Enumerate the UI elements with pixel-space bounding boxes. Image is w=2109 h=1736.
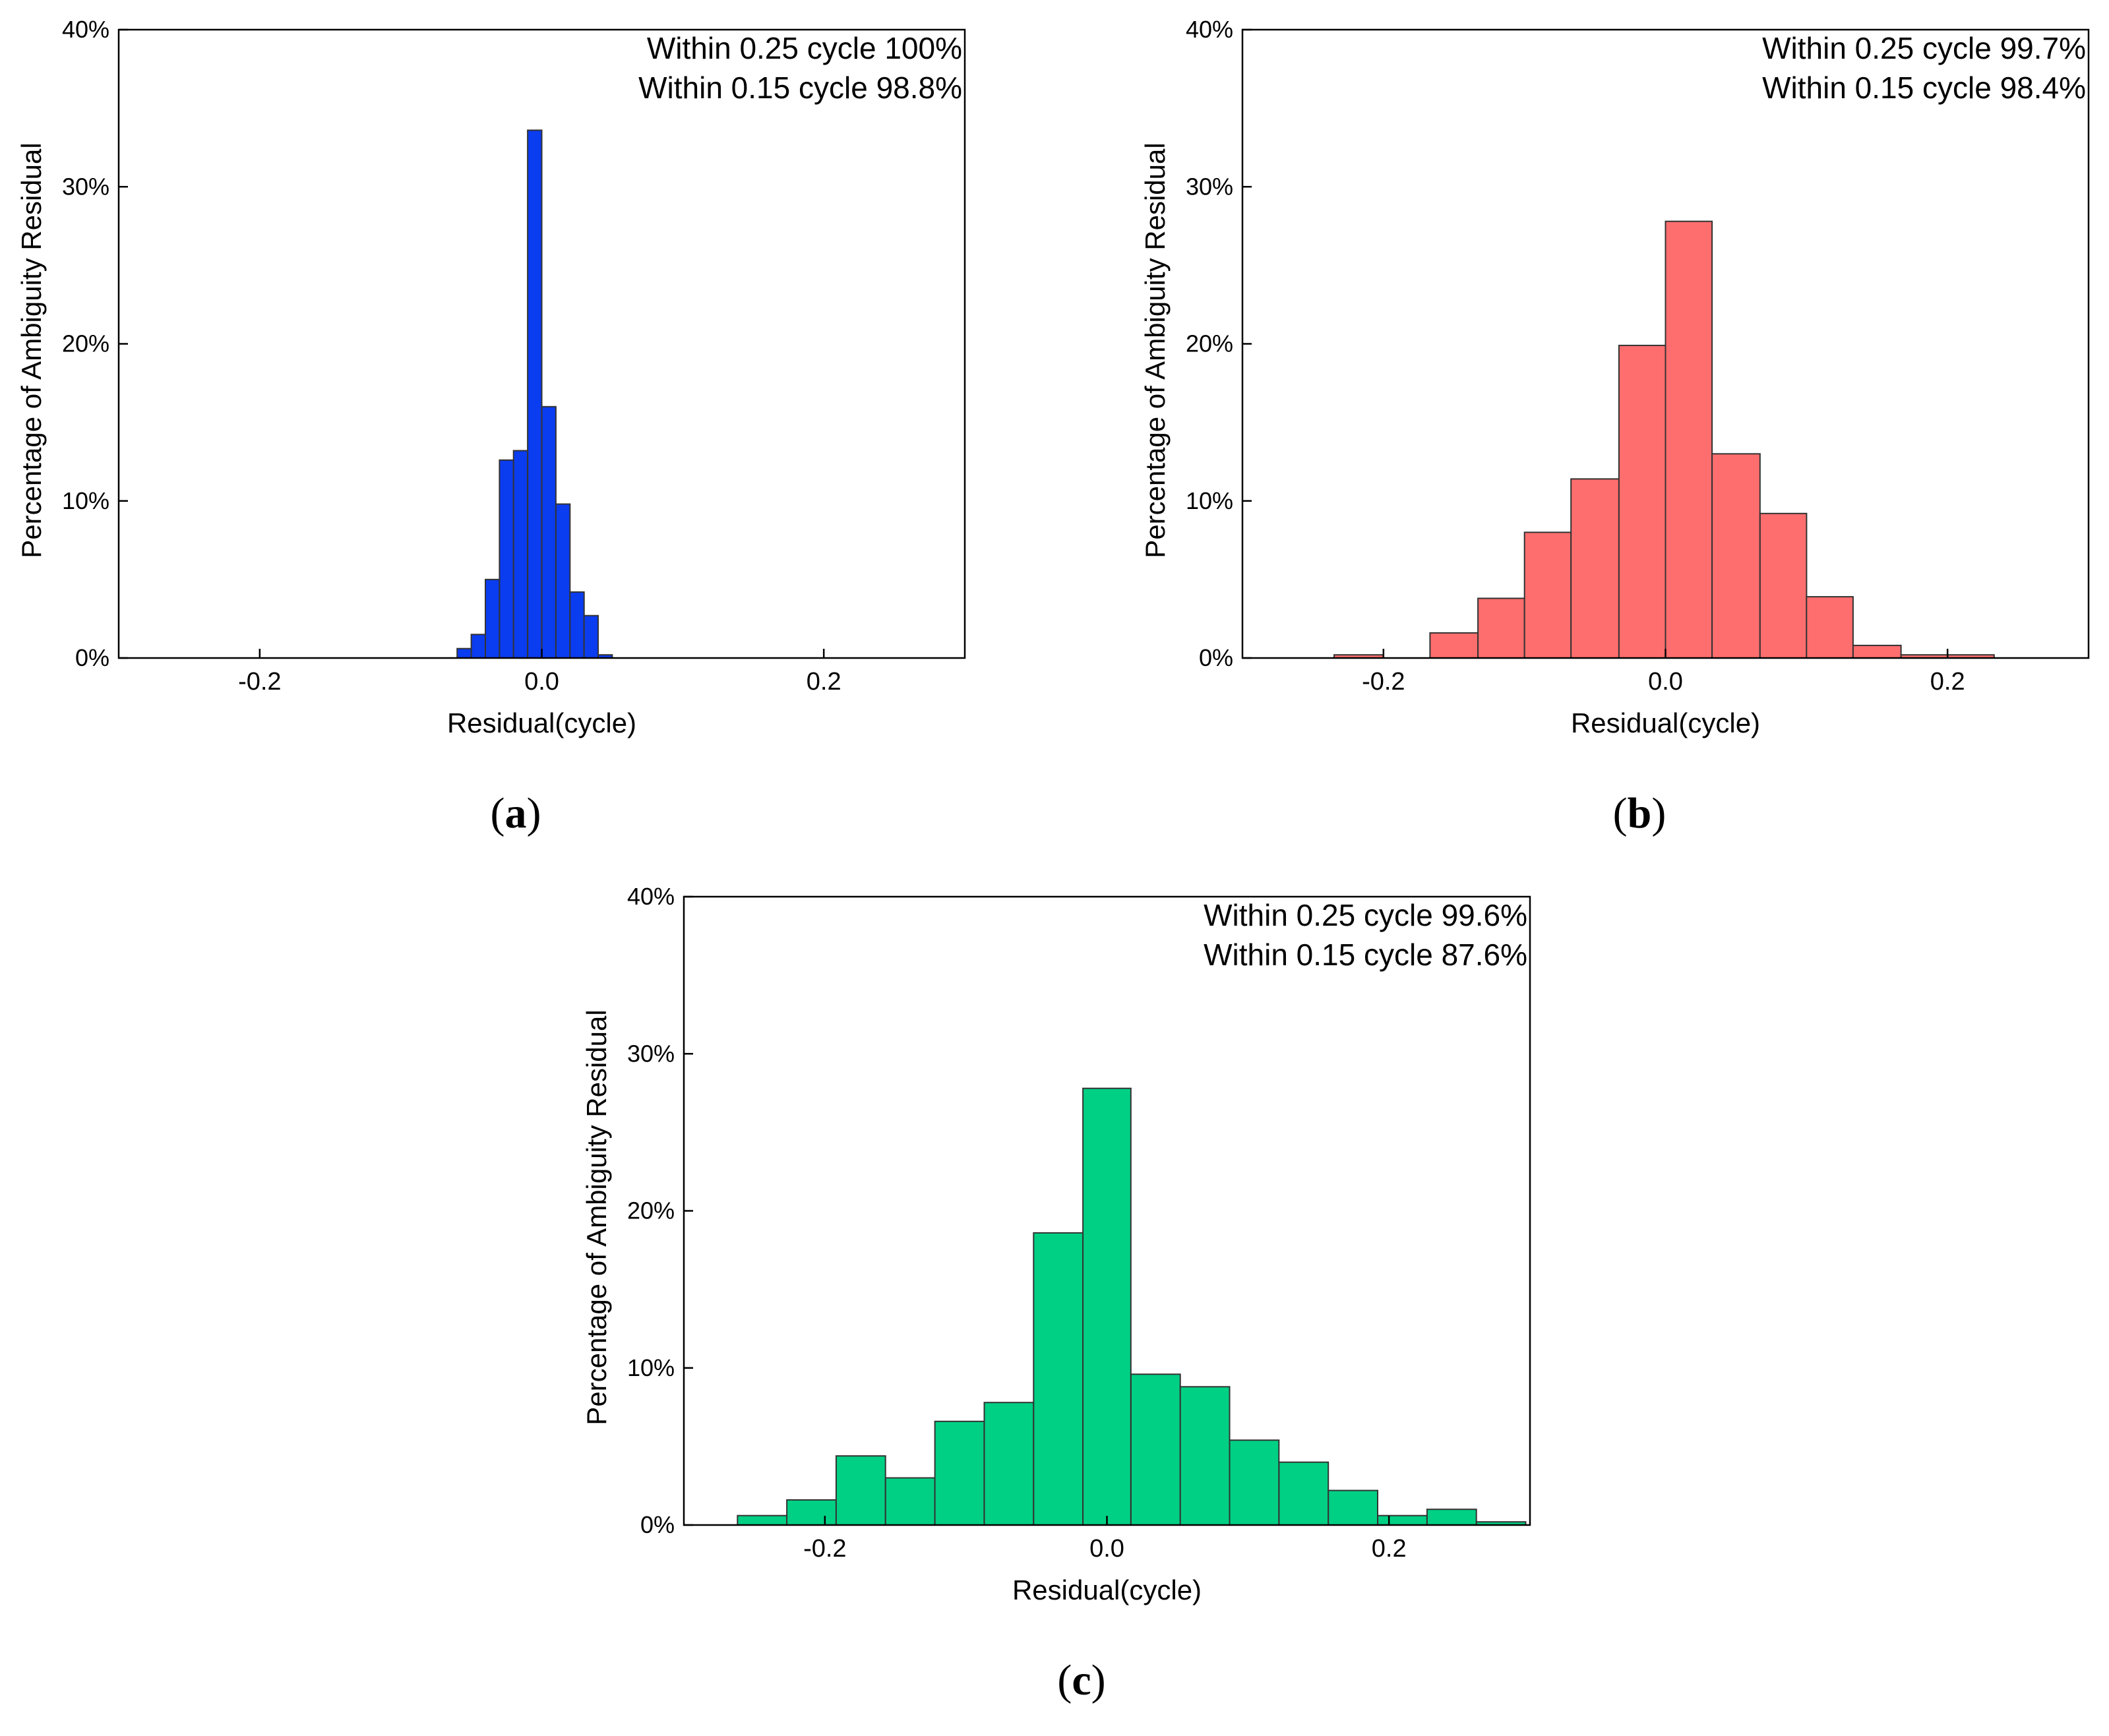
histogram-bar [527,129,543,659]
histogram-bar [470,634,486,659]
x-tick-label: 0.0 [1089,1535,1124,1563]
y-axis-label: Percentage of Ambiguity Residual [1140,142,1171,558]
histogram-bar [1711,453,1761,659]
y-tick-label: 20% [1186,330,1233,357]
histogram-bar [1130,1373,1181,1526]
histogram-bar [555,503,571,659]
histogram-bar [1759,512,1808,659]
histogram-bar [1618,344,1666,659]
histogram-bar [1523,531,1572,659]
y-tick-label: 10% [627,1354,675,1381]
y-tick-label: 40% [1186,16,1233,43]
x-axis-label: Residual(cycle) [447,707,636,738]
x-tick-label: -0.2 [1362,668,1405,696]
chart-panel-a: 0% 10% 20% 30% 40% -0.2 0.0 0.2 Residual(cycle) P… [16,16,966,837]
stat-annotation: Within 0.15 cycle 87.6% [1204,938,1527,972]
x-axis-label: Residual(cycle) [1571,707,1760,738]
histogram-bar [541,405,557,659]
histogram-bar [1426,1509,1477,1526]
histogram-bar [786,1499,837,1526]
y-tick-label: 30% [1186,173,1233,200]
histogram-bar [1179,1386,1231,1526]
histogram-bar [569,591,585,659]
y-tick-label: 40% [627,883,675,910]
panel-label: (b) [1613,789,1666,837]
y-tick-label: 0% [640,1511,675,1538]
histogram-bar [1570,478,1620,659]
y-tick-label: 30% [62,173,109,200]
y-tick-label: 20% [627,1197,675,1224]
histogram-bar [456,647,472,659]
y-tick-label: 40% [62,16,109,43]
histogram-bar [835,1455,886,1526]
panel-label: (a) [491,789,541,837]
y-tick-label: 20% [62,330,109,357]
histogram-bar [1229,1439,1280,1526]
histogram-bar [1806,596,1854,659]
histogram-bar [983,1402,1035,1526]
histogram-bar [1328,1489,1378,1526]
chart-panel-b: 0% 10% 20% 30% 40% -0.2 0.0 0.2 Residual(cycle) P… [1140,16,2090,837]
histogram-bar [1477,597,1525,659]
histogram-bar [485,578,501,659]
x-tick-label: 0.2 [1930,668,1965,696]
y-tick-label: 10% [1186,487,1233,514]
x-tick-label: 0.0 [524,668,559,696]
stat-annotation: Within 0.25 cycle 100% [647,31,962,65]
x-tick-label: 0.2 [807,668,841,696]
histogram-bar [1429,632,1479,659]
histogram-bar [1278,1461,1330,1526]
histogram-bar [1852,644,1902,659]
y-tick-label: 0% [75,644,109,671]
y-axis-label: Percentage of Ambiguity Residual [16,142,47,558]
x-tick-label: 0.2 [1372,1535,1407,1563]
y-tick-label: 10% [62,487,109,514]
histogram-bar [1377,1514,1428,1526]
histogram-bar [583,614,599,659]
histogram-bar [1082,1087,1132,1526]
x-tick-label: 0.0 [1648,668,1683,696]
y-axis-label: Percentage of Ambiguity Residual [581,1009,612,1425]
chart-panel-c: 0% 10% 20% 30% 40% -0.2 0.0 0.2 Residual(cycle) P… [581,883,1531,1704]
y-tick-label: 0% [1199,644,1233,671]
panel-label: (c) [1057,1656,1105,1704]
histogram-bar [1665,220,1713,659]
stat-annotation: Within 0.15 cycle 98.4% [1762,71,2086,105]
histogram-bar [512,450,529,659]
histogram-bar [884,1477,936,1526]
x-tick-label: -0.2 [803,1535,846,1563]
x-tick-label: -0.2 [238,668,281,696]
histogram-bar [934,1420,985,1526]
stat-annotation: Within 0.15 cycle 98.8% [638,71,962,105]
stat-annotation: Within 0.25 cycle 99.6% [1204,898,1527,932]
histogram-bar [499,459,514,659]
histogram-bar [1033,1232,1084,1526]
y-tick-label: 30% [627,1040,675,1067]
stat-annotation: Within 0.25 cycle 99.7% [1762,31,2086,65]
x-axis-label: Residual(cycle) [1012,1574,1202,1605]
histogram-bar [737,1514,788,1526]
